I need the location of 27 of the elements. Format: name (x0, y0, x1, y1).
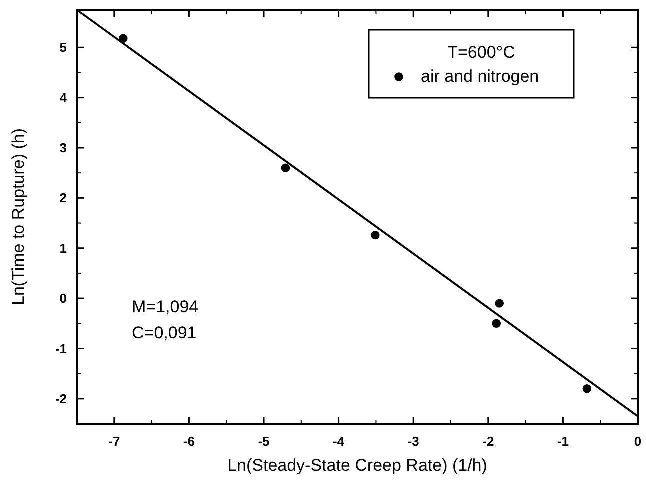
y-tick-label: 0 (60, 291, 67, 306)
x-tick-label: -7 (108, 434, 120, 449)
point (371, 230, 380, 240)
x-tick-label: -1 (557, 434, 569, 449)
y-tick-label: 1 (60, 240, 67, 256)
y-tick-label: 5 (60, 40, 67, 56)
y-tick-label: 4 (60, 90, 68, 106)
y-tick-label: 2 (60, 190, 67, 206)
legend-label: air and nitrogen (421, 67, 540, 86)
x-tick-label: -3 (408, 434, 420, 449)
annotation: M=1,094 (132, 298, 199, 317)
y-axis-title: Ln(Time to Rupture) (h) (9, 128, 28, 306)
point (582, 384, 592, 394)
x-tick-label: -5 (258, 434, 270, 449)
x-tick-label: 0 (634, 434, 642, 449)
x-axis-title: Ln(Steady-State Creep Rate) (1/h) (228, 456, 488, 475)
x-tick-label: -6 (183, 434, 195, 449)
y-tick-label: -2 (55, 391, 67, 406)
x-tick-label: -4 (333, 434, 346, 449)
x-tick-label: -2 (482, 434, 494, 449)
point (281, 164, 290, 172)
point (492, 319, 501, 328)
point (495, 299, 504, 308)
y-tick-label: 3 (60, 140, 67, 156)
y-tick-label: -1 (55, 341, 67, 356)
annotation: C=0,091 (132, 324, 197, 343)
legend-title: T=600°C (448, 43, 516, 62)
